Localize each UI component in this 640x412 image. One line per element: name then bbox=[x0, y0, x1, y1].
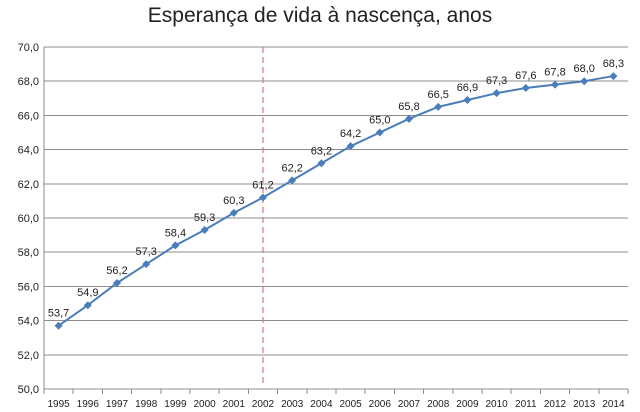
data-label: 62,2 bbox=[281, 162, 302, 174]
x-tick-label: 2011 bbox=[515, 399, 537, 410]
data-point bbox=[521, 84, 530, 93]
data-label: 53,7 bbox=[48, 308, 69, 320]
x-tick-label: 2008 bbox=[427, 399, 450, 410]
y-tick-label: 62,0 bbox=[18, 179, 39, 191]
x-tick-label: 1995 bbox=[47, 399, 70, 410]
x-tick-label: 1997 bbox=[106, 399, 129, 410]
x-tick-label: 2010 bbox=[485, 399, 508, 410]
x-tick-label: 2014 bbox=[602, 399, 625, 410]
x-tick-label: 2005 bbox=[339, 399, 362, 410]
series-group bbox=[54, 72, 618, 330]
data-label: 64,2 bbox=[340, 128, 361, 140]
data-label: 59,3 bbox=[194, 212, 215, 224]
data-point bbox=[580, 77, 589, 86]
y-tick-label: 66,0 bbox=[18, 110, 39, 122]
y-tick-label: 54,0 bbox=[18, 316, 39, 328]
gridlines bbox=[44, 46, 628, 390]
x-tick-label: 2006 bbox=[369, 399, 392, 410]
axes: 50,0 52,0 54,0 56,0 58,0 60,0 62,0 64,0 66,0 68,0… bbox=[18, 42, 629, 410]
x-tick-label: 2009 bbox=[456, 399, 479, 410]
data-point bbox=[346, 142, 355, 151]
data-point bbox=[259, 193, 267, 202]
y-tick-label: 50,0 bbox=[18, 384, 39, 396]
x-tick-label: 2007 bbox=[398, 399, 421, 410]
data-point bbox=[492, 89, 501, 98]
data-point bbox=[609, 72, 618, 81]
data-label: 65,8 bbox=[398, 101, 419, 113]
data-point bbox=[83, 301, 92, 310]
y-tick-label: 52,0 bbox=[18, 350, 39, 362]
x-tick-label: 2001 bbox=[223, 399, 246, 410]
data-label: 61,2 bbox=[252, 179, 273, 191]
x-tick-label: 2013 bbox=[573, 399, 596, 410]
x-tick-label: 1998 bbox=[135, 399, 158, 410]
data-point bbox=[434, 102, 443, 111]
data-label: 67,6 bbox=[515, 70, 536, 82]
data-point bbox=[171, 241, 180, 250]
y-tick-label: 70,0 bbox=[18, 42, 39, 54]
data-label: 63,2 bbox=[311, 145, 332, 157]
y-tick-label: 68,0 bbox=[18, 76, 39, 88]
data-point bbox=[551, 80, 559, 89]
data-label: 66,5 bbox=[427, 89, 448, 101]
x-tick-label: 1996 bbox=[77, 399, 100, 410]
x-tick-label: 2003 bbox=[281, 399, 304, 410]
data-label: 60,3 bbox=[223, 195, 244, 207]
y-tick-label: 60,0 bbox=[18, 213, 39, 225]
series-line bbox=[58, 75, 614, 327]
data-label: 67,8 bbox=[544, 67, 565, 79]
data-point bbox=[54, 321, 63, 330]
y-tick-label: 64,0 bbox=[18, 145, 39, 157]
x-tick-label: 2002 bbox=[252, 399, 275, 410]
data-point bbox=[288, 176, 297, 185]
data-label: 57,3 bbox=[135, 246, 156, 258]
data-point bbox=[113, 278, 121, 287]
data-label: 68,0 bbox=[573, 63, 594, 75]
y-tick-label: 58,0 bbox=[18, 247, 39, 259]
data-label: 56,2 bbox=[106, 265, 127, 277]
data-point bbox=[317, 159, 326, 168]
x-tick-label: 2000 bbox=[193, 399, 216, 410]
data-point bbox=[142, 260, 151, 269]
chart-title: Esperança de vida à nascença, anos bbox=[147, 4, 493, 27]
data-point bbox=[200, 225, 209, 234]
data-point bbox=[405, 114, 413, 123]
x-tick-label: 2012 bbox=[544, 399, 567, 410]
data-label: 54,9 bbox=[77, 287, 98, 299]
labels-group: 53,7 54,9 56,2 57,3 58,4 59,3 60,3 61,2 62,2 63,2… bbox=[48, 58, 624, 320]
data-label: 65,0 bbox=[369, 115, 390, 127]
data-label: 58,4 bbox=[165, 227, 186, 239]
x-tick-label: 2004 bbox=[310, 399, 333, 410]
data-label: 68,3 bbox=[603, 58, 624, 70]
y-tick-label: 56,0 bbox=[18, 281, 39, 293]
data-label: 67,3 bbox=[486, 75, 507, 87]
data-point bbox=[375, 128, 384, 137]
data-point bbox=[463, 96, 472, 105]
data-label: 66,9 bbox=[457, 82, 478, 94]
x-tick-label: 1999 bbox=[164, 399, 187, 410]
data-point bbox=[229, 208, 238, 217]
